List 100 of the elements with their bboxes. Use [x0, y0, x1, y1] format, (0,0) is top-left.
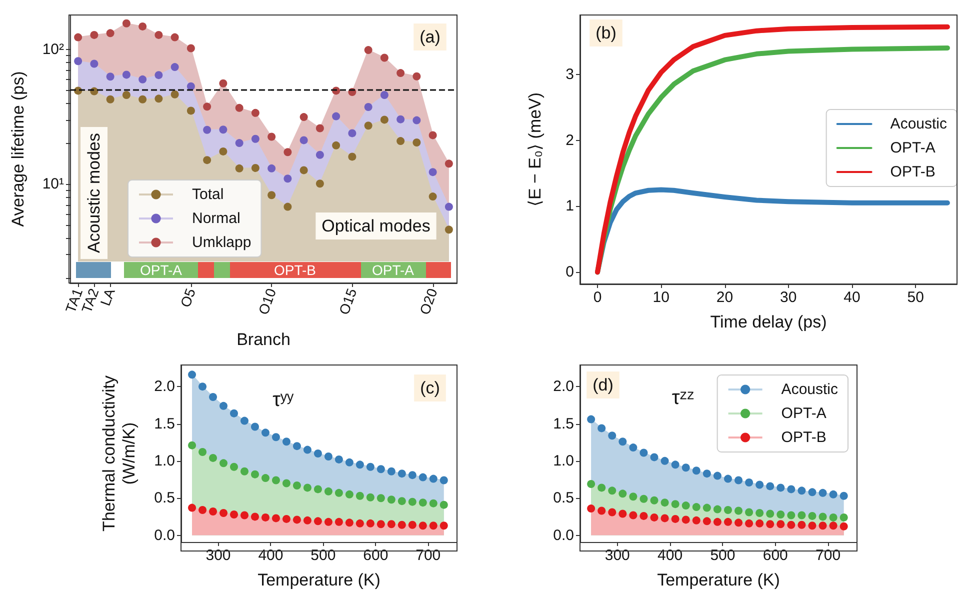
point: [356, 492, 364, 500]
annotation: τʸʸ: [272, 389, 294, 411]
point: [219, 126, 228, 134]
point: [429, 499, 438, 508]
point: [284, 202, 292, 211]
point: [292, 442, 301, 450]
point: [598, 424, 606, 432]
point: [122, 70, 130, 79]
x-tick-label: 30: [780, 289, 797, 306]
point: [766, 510, 774, 518]
point: [398, 497, 406, 506]
point: [713, 518, 722, 526]
point: [316, 150, 324, 159]
point: [745, 508, 754, 516]
point: [203, 102, 212, 111]
point: [272, 433, 280, 442]
point: [412, 72, 421, 80]
point: [188, 370, 196, 379]
point: [840, 522, 848, 530]
point: [412, 138, 421, 146]
point: [268, 132, 276, 141]
point: [682, 516, 690, 524]
point: [220, 509, 228, 517]
point: [840, 513, 848, 522]
point: [629, 492, 638, 501]
point: [724, 506, 732, 514]
point: [154, 94, 163, 103]
x-axis-title: Temperature (K): [258, 570, 380, 590]
annotation: (c): [420, 378, 440, 398]
point: [345, 458, 354, 466]
point: [219, 79, 228, 88]
y-tick-label: 2.0: [154, 378, 175, 396]
point: [776, 520, 785, 528]
y-tick-label: 3: [566, 66, 574, 83]
point: [587, 504, 596, 513]
point: [702, 470, 711, 478]
point: [106, 95, 114, 104]
point: [240, 511, 248, 520]
point: [808, 488, 816, 496]
x-tick-label: O10: [254, 286, 280, 317]
point: [598, 506, 606, 515]
point: [284, 148, 292, 156]
point: [303, 484, 312, 492]
point: [408, 520, 416, 529]
point: [324, 487, 332, 496]
point: [787, 511, 796, 520]
point: [429, 522, 438, 530]
point: [209, 454, 218, 462]
point: [818, 512, 827, 521]
legend-label: OPT-A: [781, 405, 826, 422]
point: [587, 415, 596, 424]
point: [106, 72, 114, 81]
x-tick-label: O5: [177, 286, 199, 310]
point: [682, 502, 690, 510]
point: [300, 113, 308, 122]
point: [702, 517, 711, 526]
annotation: τᶻᶻ: [672, 387, 694, 409]
point: [702, 504, 711, 512]
point: [261, 513, 270, 522]
point: [198, 448, 207, 456]
x-axis-title: Temperature (K): [657, 570, 780, 590]
point: [756, 519, 764, 528]
point: [356, 519, 364, 528]
y-axis-title: Average lifetime (ps): [8, 71, 28, 227]
point: [240, 416, 248, 425]
point: [251, 108, 260, 117]
point: [292, 516, 301, 524]
point: [418, 473, 427, 482]
annotation: OPT-B: [274, 262, 316, 278]
y-tick-label: 0.0: [553, 526, 574, 544]
point: [440, 500, 448, 509]
point: [230, 409, 238, 418]
point: [348, 129, 356, 138]
point: [608, 486, 616, 495]
point: [734, 476, 743, 484]
point: [282, 479, 290, 488]
point: [745, 478, 754, 486]
point: [408, 471, 416, 480]
point: [345, 518, 354, 527]
point: [300, 166, 308, 174]
point: [303, 446, 312, 454]
annotation: (b): [596, 24, 616, 42]
point: [106, 29, 114, 38]
point: [818, 522, 827, 530]
point: [756, 480, 764, 489]
point: [292, 481, 301, 490]
point: [332, 112, 340, 120]
y-tick-label: 10²: [42, 40, 64, 58]
point: [376, 465, 385, 474]
legend-label: OPT-B: [781, 429, 826, 446]
point: [303, 516, 312, 524]
point: [660, 514, 669, 522]
point: [356, 460, 364, 469]
point: [251, 164, 260, 172]
point: [671, 500, 680, 508]
point: [629, 444, 638, 452]
point: [334, 518, 343, 526]
point: [608, 508, 616, 516]
point: [640, 494, 648, 503]
point: [671, 460, 680, 469]
